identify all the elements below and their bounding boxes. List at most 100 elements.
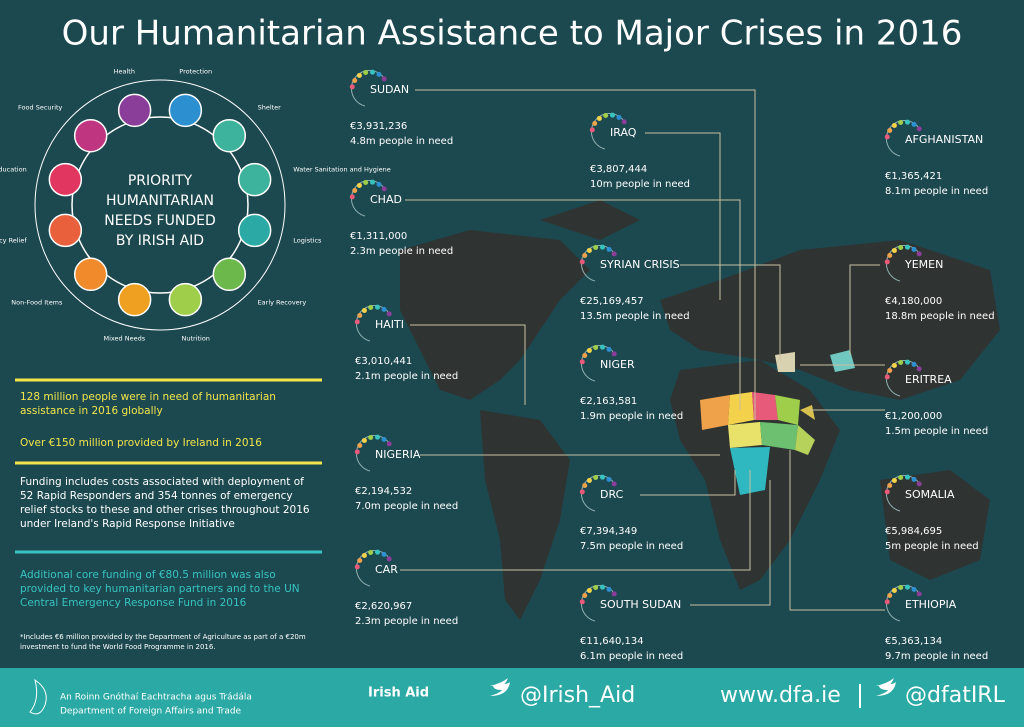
- crisis-ring-dot: [891, 362, 897, 368]
- crisis-ring-dot: [916, 481, 922, 487]
- crisis-funding: €4,180,000: [885, 296, 942, 307]
- crisis-ring-dot: [603, 113, 609, 119]
- crisis-people: 7.5m people in need: [580, 541, 683, 552]
- crisis-people: 2.3m people in need: [350, 246, 453, 257]
- crisis-ring-dot: [352, 187, 358, 193]
- crisis-people: 4.8m people in need: [350, 136, 453, 147]
- crisis-ring-dot: [357, 557, 363, 563]
- crisis-ring-dot: [611, 251, 617, 257]
- need-icon: [117, 93, 152, 128]
- crisis-ring-dot: [898, 360, 904, 366]
- crisis-ring-dot: [887, 252, 893, 258]
- crisis-ring-dot: [361, 307, 367, 313]
- need-label: Education: [0, 165, 27, 173]
- crisis-ring-dot: [905, 244, 911, 250]
- crisis-ring-dot: [898, 585, 904, 591]
- crisis-ring-dot: [361, 437, 367, 443]
- crisis-ring-dot: [368, 435, 374, 441]
- crisis-funding: €3,010,441: [355, 356, 412, 367]
- crisis-ring-dot: [376, 71, 382, 77]
- crisis-ring-dot: [611, 481, 617, 487]
- crisis-ring-dot: [621, 119, 627, 125]
- crisis-ring-dot: [600, 244, 606, 250]
- connector-lines: [400, 89, 885, 611]
- crisis-ring-dot: [616, 114, 622, 120]
- crisis-ring-dot: [354, 564, 360, 570]
- circle-heading: HUMANITARIAN: [106, 193, 214, 209]
- crisis-funding: €3,807,444: [590, 164, 647, 175]
- crisis-name: ETHIOPIA: [905, 598, 957, 611]
- crisis-people: 9.7m people in need: [885, 651, 988, 662]
- need-icon: [168, 93, 203, 128]
- twitter-icon: [876, 678, 896, 696]
- need-label: Emergency Relief: [0, 237, 27, 245]
- crisis-ring-dot: [884, 599, 890, 605]
- title: Our Humanitarian Assistance to Major Cri…: [62, 14, 963, 54]
- need-label: Nutrition: [181, 334, 209, 342]
- crisis-ring-dot: [381, 306, 387, 312]
- crisis-ring-dot: [887, 127, 893, 133]
- crisis-name: SYRIAN CRISIS: [600, 258, 680, 271]
- crisis-ring-dot: [916, 591, 922, 597]
- crisis-ring-dot: [905, 584, 911, 590]
- crisis-funding: €3,931,236: [350, 121, 407, 132]
- crisis-name: SUDAN: [370, 83, 409, 96]
- crisis-funding: €2,163,581: [580, 396, 637, 407]
- crisis-ring-dot: [356, 182, 362, 188]
- crisis-ring-dot: [381, 551, 387, 557]
- crisis-ring-dot: [386, 311, 392, 317]
- crisis-ring-dot: [911, 246, 917, 252]
- crisis-ring-dot: [592, 120, 598, 126]
- need-icon: [212, 257, 247, 292]
- crisis-ring-dot: [586, 247, 592, 253]
- crisis-ring-dot: [586, 347, 592, 353]
- crisis-ring-dot: [916, 366, 922, 372]
- need-icon: [73, 118, 108, 153]
- crisis-ring-dot: [905, 474, 911, 480]
- crisis-ring-dot: [579, 359, 585, 365]
- crisis-ring-dot: [887, 367, 893, 373]
- crisis-ring-dot: [898, 245, 904, 251]
- crisis-ring-dot: [884, 134, 890, 140]
- need-icon: [48, 162, 83, 197]
- crisis-ring-dot: [884, 259, 890, 265]
- crisis-ring-dot: [356, 72, 362, 78]
- crisis-ring-dot: [375, 434, 381, 440]
- crisis-ring-dot: [381, 436, 387, 442]
- crisis-ring-dot: [381, 186, 387, 192]
- crisis-name: CAR: [375, 563, 398, 576]
- crisis-ring-dot: [354, 449, 360, 455]
- crisis-ring-dot: [610, 112, 616, 118]
- need-label: Health: [114, 68, 135, 76]
- crisis-name: DRC: [600, 488, 624, 501]
- crisis-funding: €1,311,000: [350, 231, 407, 242]
- crisis-people: 7.0m people in need: [355, 501, 458, 512]
- crisis-ring-dot: [370, 179, 376, 185]
- crisis-name: SOUTH SUDAN: [600, 598, 681, 611]
- fact: Funding includes costs associated with d…: [20, 476, 310, 530]
- crisis-funding: €25,169,457: [580, 296, 644, 307]
- crisis-name: IRAQ: [610, 126, 637, 139]
- need-label: Water Sanitation and Hygiene: [293, 165, 390, 173]
- crisis-ring-dot: [593, 475, 599, 481]
- crisis-ring-dot: [593, 585, 599, 591]
- circle-heading: NEEDS FUNDED: [104, 213, 215, 229]
- crisis-ring-dot: [884, 489, 890, 495]
- crisis-ring-dot: [349, 84, 355, 90]
- crisis-people: 2.1m people in need: [355, 371, 458, 382]
- need-icon: [168, 282, 203, 317]
- crisis-people: 18.8m people in need: [885, 311, 995, 322]
- crisis-ring-dot: [368, 305, 374, 311]
- crisis-people: 10m people in need: [590, 179, 690, 190]
- crisis-people: 13.5m people in need: [580, 311, 690, 322]
- twitter-aid: @Irish_Aid: [520, 683, 635, 708]
- crisis-name: CHAD: [370, 193, 402, 206]
- circle-heading: PRIORITY: [128, 173, 193, 189]
- crisis-ring-dot: [354, 319, 360, 325]
- need-label: Logistics: [293, 237, 322, 245]
- crisis-ring-dot: [898, 475, 904, 481]
- need-label: Early Recovery: [258, 299, 307, 307]
- crisis-ring-dot: [606, 346, 612, 352]
- need-icon: [237, 162, 272, 197]
- crisis-ring-dot: [887, 482, 893, 488]
